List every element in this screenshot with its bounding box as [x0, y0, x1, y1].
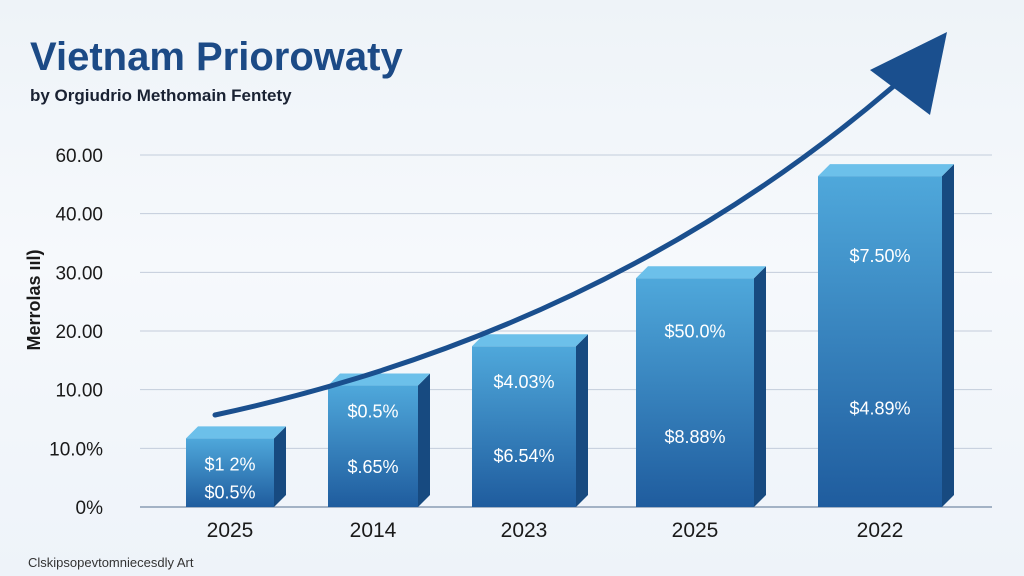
trend-arrow-head	[870, 32, 947, 115]
bar-data-label: $4.89%	[849, 398, 910, 418]
y-tick-label: 40.00	[55, 205, 103, 226]
bar-side	[754, 266, 766, 507]
bar	[636, 278, 754, 507]
bar	[818, 176, 942, 507]
bar-top	[636, 266, 766, 279]
x-tick-label: 2025	[672, 519, 719, 542]
bar-data-label: $.65%	[347, 457, 398, 477]
bar-data-label: $0.5%	[204, 482, 255, 502]
trend-arrow-line	[212, 82, 898, 418]
x-tick-label: 2023	[501, 519, 548, 542]
chart-subtitle: by Orgiudrio Methomain Fentety	[30, 86, 292, 105]
bar-top	[818, 164, 954, 177]
y-tick-label: 10.00	[55, 381, 103, 402]
bar-top	[328, 373, 430, 386]
bar-data-label: $7.50%	[849, 246, 910, 266]
bar-data-label: $6.54%	[493, 446, 554, 466]
x-tick-label: 2022	[857, 519, 904, 542]
y-tick-label: 20.00	[55, 322, 103, 343]
bar-side	[576, 334, 588, 507]
y-axis-ticks: 60.00 40.00 30.00 20.00 10.00 10.0% 0%	[49, 146, 103, 519]
y-tick-label: 60.00	[55, 146, 103, 167]
y-axis-label: Merrolas ııl)	[24, 249, 44, 350]
bar	[186, 438, 274, 507]
bar-side	[942, 164, 954, 507]
y-tick-label: 30.00	[55, 263, 103, 284]
bar-top	[186, 426, 286, 439]
footer-credit: Clskipsopevtomniecesdly Art	[28, 555, 194, 570]
chart-title: Vietnam Priorowaty	[30, 35, 403, 79]
bar-data-label: $1 2%	[204, 454, 255, 474]
y-tick-label: 10.0%	[49, 439, 103, 460]
bar-data-label: $4.03%	[493, 372, 554, 392]
bars	[186, 164, 954, 507]
bar-data-label: $8.88%	[664, 427, 725, 447]
bar-side	[418, 373, 430, 507]
x-tick-label: 2014	[350, 519, 397, 542]
x-axis-ticks: 2025 2014 2023 2025 2022	[207, 519, 904, 542]
y-tick-label: 0%	[76, 498, 104, 519]
bar-top	[472, 334, 588, 347]
bar	[328, 385, 418, 507]
trend-arrow	[212, 32, 947, 418]
bar-labels: $1 2% $0.5% $0.5% $.65% $4.03% $6.54% $50.0% $8…	[204, 246, 910, 502]
bar-side	[274, 426, 286, 507]
bar-data-label: $0.5%	[347, 402, 398, 422]
bar-data-label: $50.0%	[664, 322, 725, 342]
bar	[472, 346, 576, 507]
x-tick-label: 2025	[207, 519, 254, 542]
